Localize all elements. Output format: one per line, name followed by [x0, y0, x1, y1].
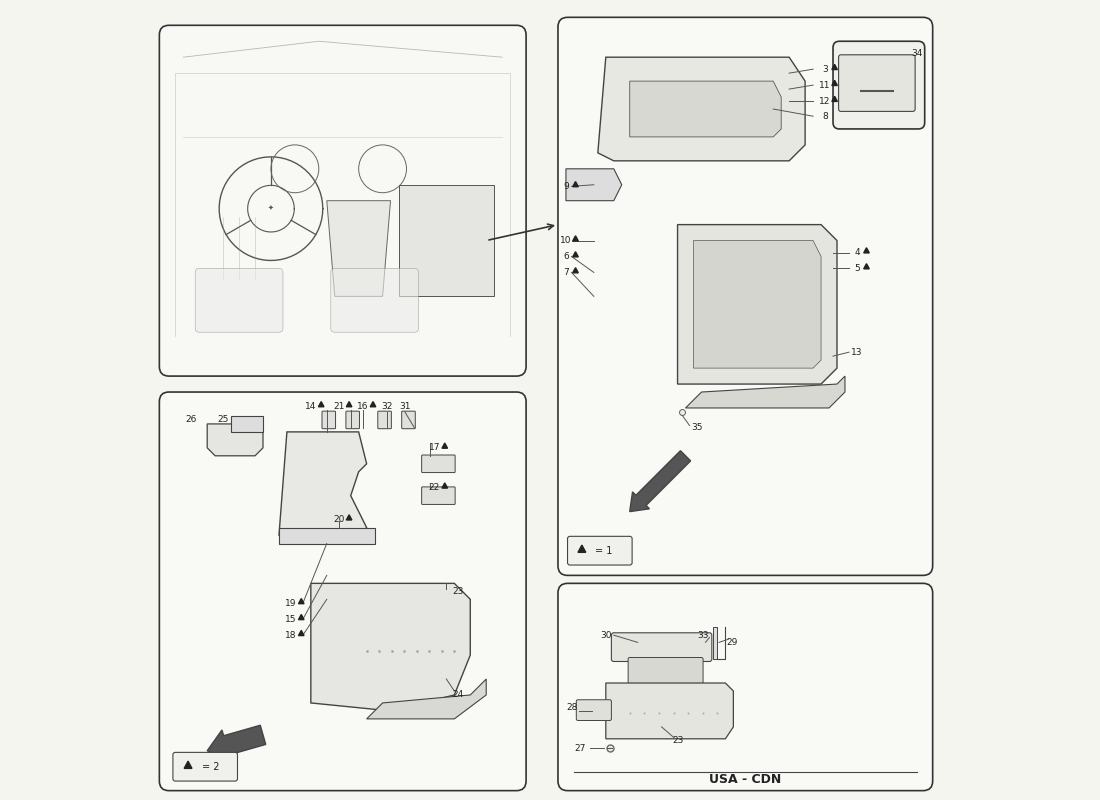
Text: 26: 26 [186, 414, 197, 424]
Polygon shape [864, 248, 869, 253]
Polygon shape [371, 402, 376, 406]
Polygon shape [398, 185, 494, 296]
Text: 10: 10 [560, 236, 572, 245]
Polygon shape [629, 81, 781, 137]
Text: USA - CDN: USA - CDN [710, 773, 781, 786]
Polygon shape [573, 252, 579, 257]
Polygon shape [714, 627, 717, 659]
FancyBboxPatch shape [195, 269, 283, 332]
Text: 14: 14 [305, 402, 317, 411]
Polygon shape [606, 683, 734, 739]
Text: 15: 15 [285, 614, 297, 624]
Text: 23: 23 [672, 736, 683, 745]
Polygon shape [366, 679, 486, 719]
Text: 23: 23 [452, 587, 464, 596]
Polygon shape [279, 527, 375, 543]
FancyBboxPatch shape [160, 26, 526, 376]
Text: 7: 7 [563, 268, 569, 277]
FancyArrow shape [207, 726, 266, 761]
Polygon shape [346, 402, 352, 406]
Text: 8: 8 [822, 113, 828, 122]
Polygon shape [279, 432, 366, 543]
FancyBboxPatch shape [558, 583, 933, 790]
Text: 27: 27 [574, 744, 586, 753]
Text: 21: 21 [333, 402, 344, 411]
FancyBboxPatch shape [833, 42, 925, 129]
Polygon shape [693, 241, 821, 368]
Text: 20: 20 [333, 515, 344, 524]
Polygon shape [678, 225, 837, 384]
FancyBboxPatch shape [331, 269, 418, 332]
Polygon shape [327, 201, 390, 296]
Text: 31: 31 [399, 402, 410, 411]
Text: 35: 35 [692, 423, 703, 433]
FancyBboxPatch shape [322, 411, 335, 429]
FancyBboxPatch shape [345, 411, 360, 429]
FancyBboxPatch shape [628, 658, 703, 685]
Polygon shape [832, 96, 837, 102]
Text: 32: 32 [381, 402, 393, 411]
Polygon shape [864, 264, 869, 269]
Polygon shape [207, 424, 263, 456]
FancyBboxPatch shape [558, 18, 933, 575]
Polygon shape [573, 182, 579, 186]
Text: 3: 3 [822, 65, 828, 74]
Text: eurospares: eurospares [663, 677, 788, 697]
Text: 19: 19 [285, 598, 297, 608]
Polygon shape [597, 57, 805, 161]
Text: 16: 16 [356, 402, 369, 411]
Text: 25: 25 [218, 414, 229, 424]
Text: 6: 6 [563, 252, 569, 261]
Polygon shape [318, 402, 324, 406]
Polygon shape [573, 268, 579, 273]
Text: ✦: ✦ [268, 205, 274, 211]
Polygon shape [685, 376, 845, 408]
Text: eurospares: eurospares [663, 294, 788, 314]
Text: 4: 4 [854, 248, 860, 257]
FancyBboxPatch shape [402, 411, 416, 429]
Text: 28: 28 [566, 703, 578, 712]
FancyBboxPatch shape [173, 752, 238, 781]
Polygon shape [346, 515, 352, 520]
FancyArrow shape [629, 450, 691, 512]
Text: 13: 13 [851, 348, 862, 357]
Text: 34: 34 [911, 49, 923, 58]
Polygon shape [231, 416, 263, 432]
FancyBboxPatch shape [576, 700, 612, 721]
Polygon shape [298, 598, 304, 604]
Text: = 2: = 2 [201, 762, 219, 772]
Polygon shape [442, 483, 448, 488]
Polygon shape [573, 236, 579, 241]
Text: 33: 33 [697, 630, 708, 640]
FancyBboxPatch shape [421, 455, 455, 473]
FancyBboxPatch shape [838, 55, 915, 111]
Text: 9: 9 [563, 182, 569, 191]
Polygon shape [184, 761, 192, 768]
Text: 18: 18 [285, 630, 297, 640]
Text: 29: 29 [726, 638, 737, 647]
Text: 5: 5 [854, 264, 860, 273]
Text: 12: 12 [820, 97, 830, 106]
Polygon shape [832, 80, 837, 86]
Polygon shape [311, 583, 471, 711]
FancyBboxPatch shape [160, 392, 526, 790]
Polygon shape [832, 64, 837, 70]
Text: = 1: = 1 [595, 546, 613, 556]
Text: 30: 30 [601, 630, 612, 640]
Polygon shape [578, 545, 586, 552]
Text: 11: 11 [820, 81, 830, 90]
FancyBboxPatch shape [612, 633, 712, 662]
FancyBboxPatch shape [568, 536, 632, 565]
Text: 24: 24 [453, 690, 464, 699]
Text: 22: 22 [429, 483, 440, 492]
Polygon shape [298, 630, 304, 635]
Polygon shape [442, 443, 448, 448]
Text: eurospares: eurospares [288, 590, 412, 610]
Polygon shape [298, 614, 304, 620]
FancyBboxPatch shape [421, 487, 455, 505]
Polygon shape [565, 169, 621, 201]
FancyBboxPatch shape [377, 411, 392, 429]
Text: 17: 17 [429, 443, 440, 452]
